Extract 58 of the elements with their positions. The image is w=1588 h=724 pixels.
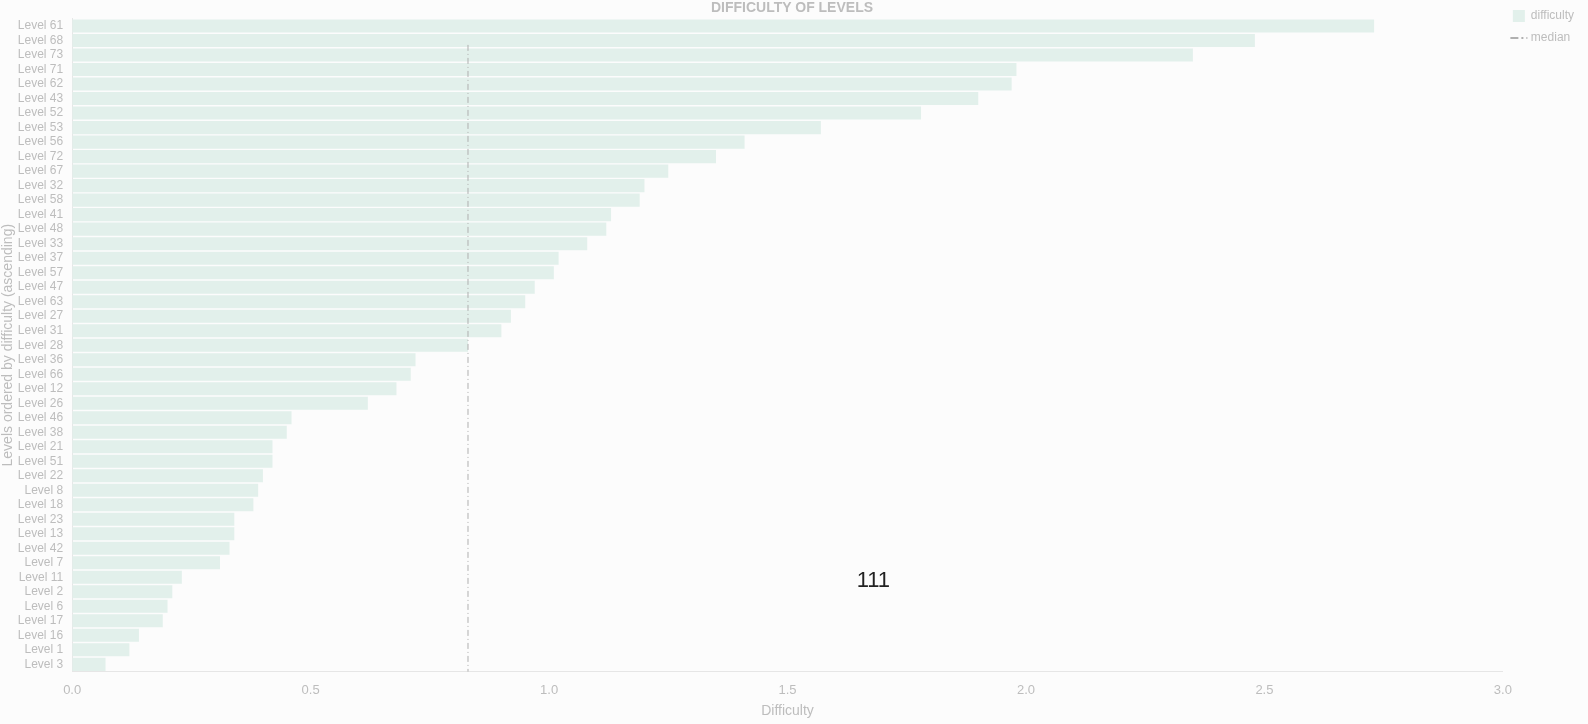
y-tick-label: Level 52 — [17, 105, 64, 120]
y-tick-label: Level 2 — [24, 584, 64, 599]
y-tick-label: Level 56 — [17, 134, 64, 149]
y-tick-label: Level 47 — [17, 279, 64, 294]
y-axis-title: Levels ordered by difficulty (ascending) — [0, 223, 16, 467]
y-tick-label: Level 27 — [17, 308, 64, 323]
y-tick-label: Level 17 — [17, 613, 64, 628]
y-tick-label: Level 43 — [17, 90, 64, 105]
y-tick-label: Level 61 — [17, 18, 64, 33]
y-tick-label: Level 26 — [17, 395, 64, 410]
y-tick-label: Level 18 — [17, 497, 64, 512]
y-tick-label: Level 37 — [17, 250, 64, 265]
y-tick-label: Level 63 — [17, 293, 64, 308]
y-tick-label: Level 53 — [17, 119, 64, 134]
x-tick-label: 1.0 — [540, 681, 559, 697]
y-tick-label: Level 36 — [17, 352, 64, 367]
y-tick-label: Level 6 — [24, 598, 64, 613]
x-tick-label: 2.5 — [1255, 681, 1274, 697]
y-tick-label: Level 13 — [17, 526, 64, 541]
x-tick-label: 0.0 — [63, 681, 82, 697]
y-tick-label: Level 7 — [24, 555, 64, 570]
y-tick-label: Level 32 — [17, 177, 64, 192]
y-tick-label: Level 8 — [24, 482, 64, 497]
y-tick-label: Level 31 — [17, 323, 64, 338]
y-tick-label: Level 67 — [17, 163, 64, 178]
y-tick-label: Level 11 — [18, 569, 64, 584]
y-tick-label: Level 68 — [17, 32, 64, 47]
y-tick-label: Level 3 — [24, 656, 64, 671]
x-tick-label: 3.0 — [1493, 681, 1512, 697]
y-tick-label: Level 16 — [17, 627, 64, 642]
x-tick-label: 1.5 — [778, 681, 797, 697]
y-tick-label: Level 1 — [24, 642, 64, 657]
y-tick-label: Level 73 — [17, 47, 64, 62]
y-tick-label: Level 62 — [17, 76, 64, 91]
y-tick-label: Level 38 — [17, 424, 64, 439]
x-tick-label: 2.0 — [1016, 681, 1036, 697]
y-tick-label: Level 57 — [17, 264, 64, 279]
y-tick-label: Level 21 — [17, 439, 64, 454]
y-tick-label: Level 28 — [17, 337, 64, 352]
legend-label: difficulty — [1530, 8, 1575, 23]
y-tick-label: Level 66 — [17, 366, 64, 381]
annotation: 111 — [856, 566, 891, 592]
y-tick-label: Level 48 — [17, 221, 64, 236]
y-tick-label: Level 41 — [17, 206, 64, 221]
y-tick-label: Level 51 — [17, 453, 64, 468]
chart-title: DIFFICULTY OF LEVELS — [710, 0, 874, 16]
y-tick-label: Level 72 — [17, 148, 64, 163]
ref-line-label: median — [1530, 30, 1571, 45]
y-tick-label: Level 33 — [17, 235, 64, 250]
y-tick-label: Level 23 — [17, 511, 64, 526]
y-tick-label: Level 58 — [17, 192, 64, 207]
y-tick-label: Level 12 — [17, 381, 64, 396]
y-tick-label: Level 71 — [17, 61, 64, 76]
y-tick-label: Level 46 — [17, 410, 64, 425]
y-tick-label: Level 22 — [17, 468, 64, 483]
x-tick-label: 0.5 — [301, 681, 320, 697]
y-tick-label: Level 42 — [17, 540, 64, 555]
x-axis-title: Difficulty — [761, 702, 814, 719]
